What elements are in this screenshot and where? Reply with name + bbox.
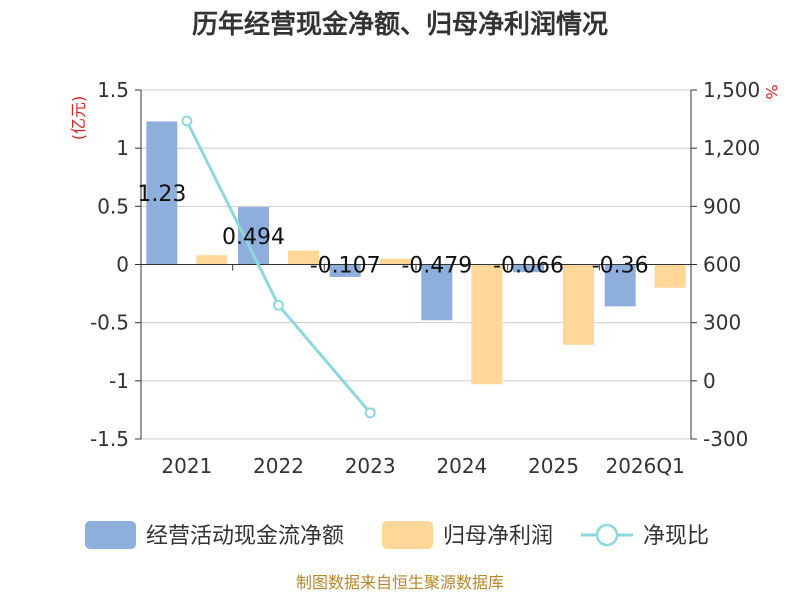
category-label: 2023	[345, 454, 396, 478]
legend: 经营活动现金流净额 归母净利润 净现比	[85, 521, 709, 549]
right-tick-label: 300	[703, 311, 741, 335]
left-tick-label: -0.5	[90, 311, 129, 335]
data-label: 0.494	[222, 225, 285, 250]
right-tick-label: -300	[703, 427, 748, 451]
grid-lines	[141, 89, 691, 440]
legend-swatch-cashflow	[85, 521, 136, 549]
ratio-point	[364, 407, 376, 419]
ratio-point	[181, 115, 193, 127]
category-label: 2024	[436, 454, 487, 478]
category-label: 2026Q1	[605, 454, 684, 478]
left-tick-label: 1.5	[97, 78, 129, 102]
data-label: -0.066	[493, 254, 564, 279]
right-axis-unit: %	[762, 84, 781, 99]
bar-cashflow	[604, 264, 636, 307]
chart-title: 历年经营现金净额、归母净利润情况	[192, 9, 608, 40]
data-label: -0.107	[310, 254, 381, 279]
ratio-line	[181, 115, 376, 419]
source-note: 制图数据来自恒生聚源数据库	[296, 573, 504, 592]
bar-net-profit	[196, 255, 228, 265]
bar-cashflow	[329, 264, 361, 277]
right-tick-label: 600	[703, 253, 741, 277]
right-tick-label: 0	[703, 369, 716, 393]
bar-cashflow	[146, 121, 178, 265]
category-label: 2025	[528, 454, 579, 478]
left-tick-label: 0.5	[97, 194, 129, 218]
data-label: -0.36	[592, 254, 649, 279]
right-tick-label: 1,500	[703, 78, 760, 102]
category-label: 2021	[161, 454, 212, 478]
legend-label-net-profit: 归母净利润	[443, 524, 553, 549]
right-tick-label: 900	[703, 194, 741, 218]
legend-swatch-ratio-marker	[595, 523, 619, 547]
left-tick-label: -1.5	[90, 427, 129, 451]
ratio-point	[273, 299, 284, 311]
data-label: 1.23	[137, 182, 186, 207]
left-tick-label: 1	[116, 136, 129, 160]
bar-cashflow	[513, 264, 544, 273]
data-labels: 1.23 0.494 -0.107 -0.479 -0.066 -0.36	[137, 182, 648, 279]
right-tick-label: 1,200	[703, 136, 760, 160]
bar-net-profit	[654, 264, 686, 288]
legend-label-ratio: 净现比	[643, 524, 709, 549]
left-tick-label: -1	[109, 369, 129, 393]
bar-net-profit	[288, 250, 319, 265]
legend-label-cashflow: 经营活动现金流净额	[146, 524, 344, 549]
left-tick-label: 0	[116, 253, 129, 277]
axes: 1.5 1 0.5 0 -0.5 -1 -1.5 1,500 1,200 900 600 300 0 -3…	[90, 78, 760, 478]
bar-net-profit	[471, 264, 503, 385]
bar-cashflow	[421, 264, 453, 321]
bar-net-profit	[379, 258, 411, 265]
bar-net-profit	[563, 264, 594, 345]
bar-marks	[146, 121, 686, 385]
legend-swatch-net-profit	[382, 521, 433, 549]
left-axis-unit: (亿元)	[69, 96, 88, 141]
category-label: 2022	[253, 454, 304, 478]
data-label: -0.479	[401, 254, 472, 279]
